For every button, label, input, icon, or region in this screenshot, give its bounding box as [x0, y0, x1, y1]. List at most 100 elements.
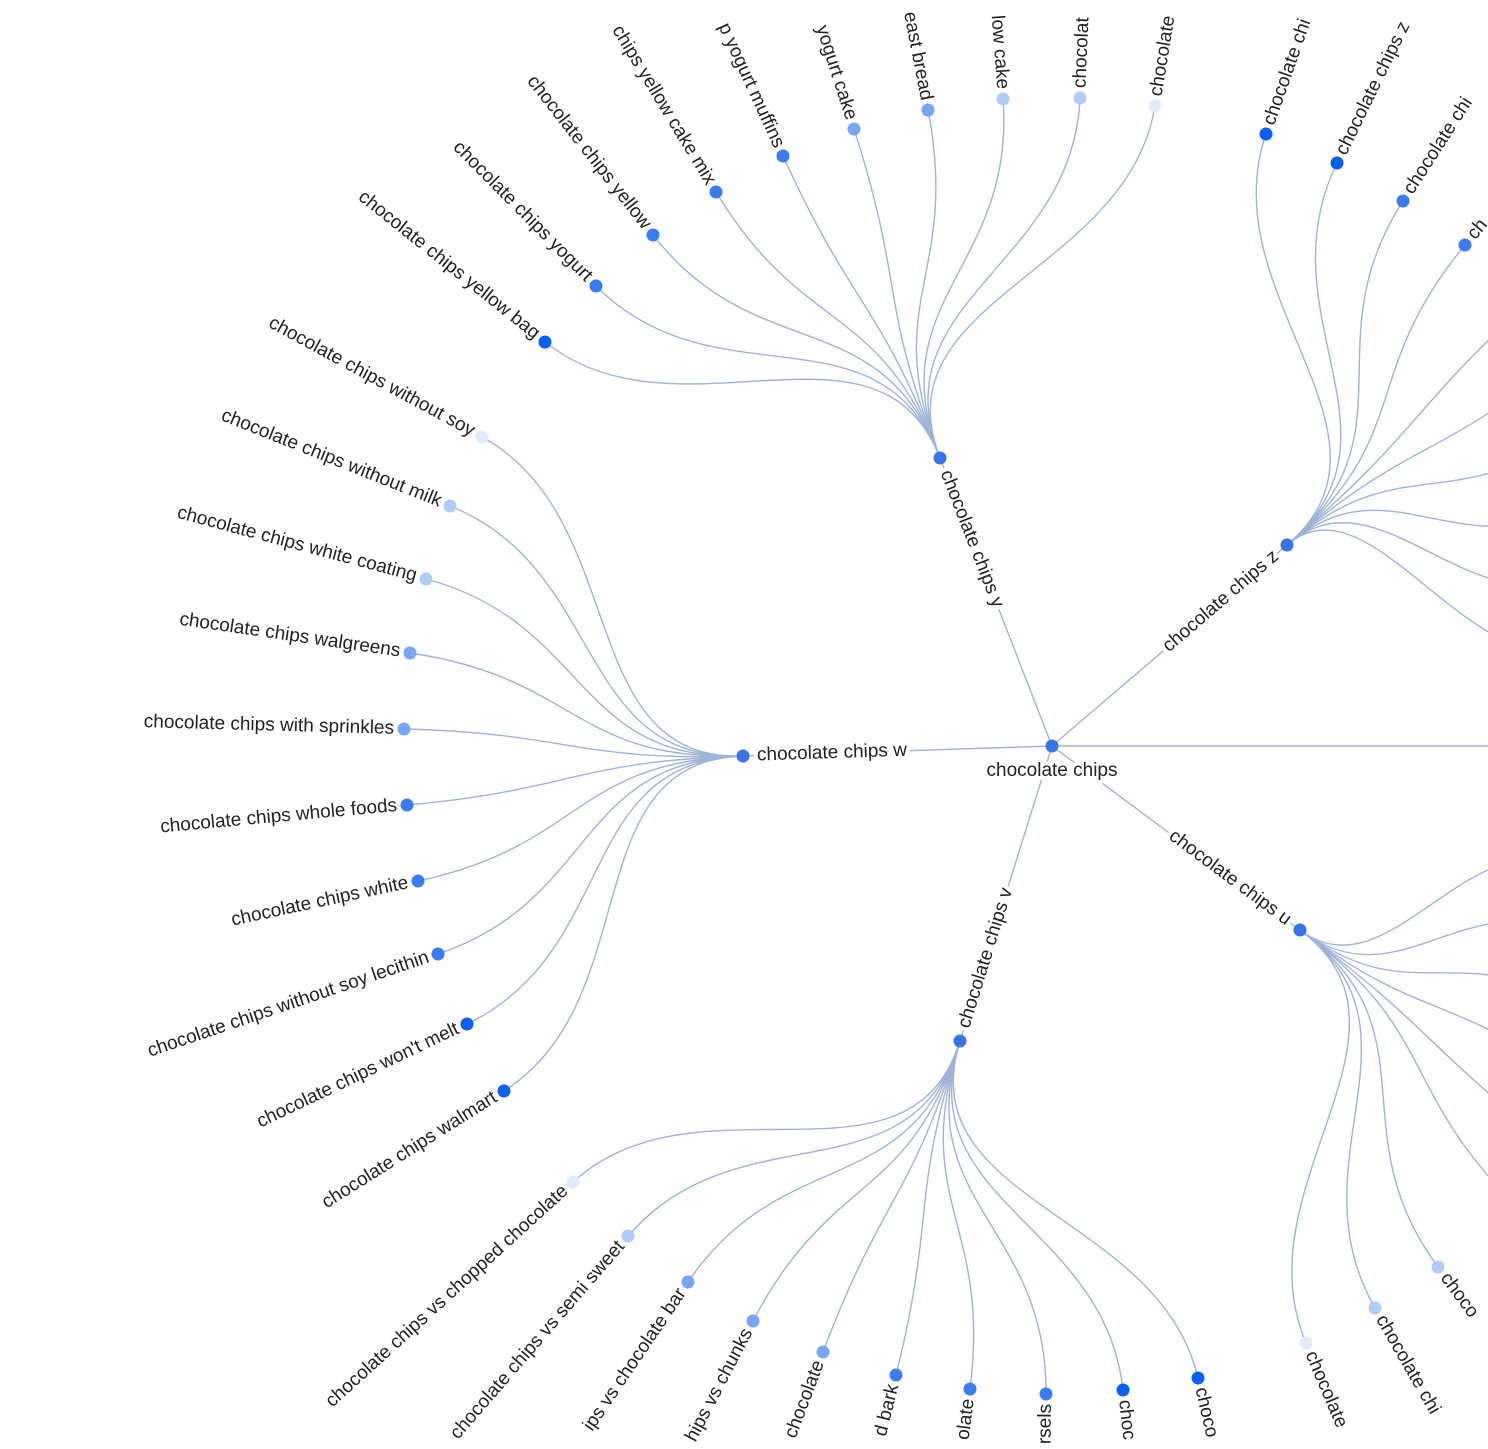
- leaf-link: [923, 98, 1005, 459]
- leaf-label: choco: [1436, 1268, 1483, 1321]
- leaf-label: choco: [1190, 1385, 1222, 1439]
- leaf-label: low cake: [987, 14, 1014, 89]
- leaf-link: [1299, 929, 1439, 1268]
- leaf-node: [709, 185, 723, 199]
- leaf-node: [1191, 1371, 1205, 1385]
- leaf-link: [895, 1040, 961, 1376]
- leaf-label: east bread: [899, 10, 937, 102]
- leaf-link: [929, 105, 1156, 459]
- leaf-node: [646, 228, 660, 242]
- leaf-node: [397, 722, 411, 736]
- leaf-label: chocolate chips without milk: [218, 405, 445, 512]
- leaf-link: [948, 1040, 1047, 1395]
- leaf-link: [782, 155, 941, 459]
- leaf-link: [1286, 244, 1466, 546]
- leaf-node: [1431, 1260, 1445, 1274]
- leaf-link: [1299, 869, 1488, 946]
- leaf-node: [621, 1229, 635, 1243]
- leaf-label: ips vs chocolate bar: [579, 1284, 691, 1435]
- leaf-link: [425, 578, 744, 757]
- leaf-link: [449, 505, 744, 757]
- leaf-node: [1073, 91, 1087, 105]
- leaf-link: [752, 1040, 961, 1322]
- leaf-label: chocolate chips with sprinkles: [144, 711, 395, 739]
- leaf-link: [1286, 509, 1488, 546]
- leaf-link: [951, 1040, 1124, 1391]
- leaf-link: [1286, 412, 1488, 546]
- leaf-link: [822, 1040, 961, 1353]
- leaf-node: [566, 1175, 580, 1189]
- leaf-node: [1330, 156, 1344, 170]
- leaf-label: d bark: [870, 1382, 903, 1439]
- branch-link: [959, 745, 1053, 1042]
- leaf-node: [431, 947, 445, 961]
- leaf-link: [1299, 929, 1488, 1094]
- leaf-link: [1299, 929, 1376, 1309]
- leaf-link: [952, 1040, 1199, 1379]
- leaf-label: p yogurt muffins: [714, 20, 789, 151]
- leaf-link: [915, 109, 941, 459]
- leaf-link: [409, 652, 744, 757]
- leaf-label: choc: [1114, 1399, 1139, 1441]
- branch-label: chocolate chips w: [757, 740, 908, 766]
- leaf-label: chocolate chips without soy lecithin: [145, 947, 432, 1062]
- leaf-label: chocolate chips walmart: [318, 1087, 501, 1213]
- leaf-node: [816, 1345, 830, 1359]
- leaf-node: [443, 499, 457, 513]
- leaf-label: chocolate chips walgreens: [178, 609, 402, 662]
- leaf-label: chocolat: [1069, 16, 1093, 88]
- root-node: [1045, 739, 1059, 753]
- leaf-link: [1286, 472, 1488, 546]
- leaf-node: [1039, 1387, 1053, 1401]
- leaf-link: [942, 1040, 975, 1390]
- branch-link: [1051, 745, 1301, 931]
- leaf-label: chocolate chips white: [229, 872, 410, 930]
- branch-label: chocolate chips z: [1158, 546, 1282, 657]
- leaf-label: yogurt cake: [811, 23, 861, 123]
- leaf-link: [853, 128, 941, 459]
- branch-label: chocolate chips y: [936, 467, 1009, 611]
- leaf-link: [627, 1040, 961, 1237]
- branch-link: [939, 457, 1053, 747]
- leaf-node: [1396, 194, 1410, 208]
- leaf-link: [403, 728, 744, 758]
- branch-node: [736, 749, 750, 763]
- leaf-link: [652, 234, 941, 459]
- leaf-label: chocolate: [1146, 14, 1180, 98]
- branch-node: [1280, 538, 1294, 552]
- leaf-node: [475, 430, 489, 444]
- leaf-node: [400, 798, 414, 812]
- leaf-label: chocolate: [1301, 1348, 1352, 1431]
- leaf-label: olate: [953, 1398, 979, 1442]
- leaf-node: [1116, 1383, 1130, 1397]
- leaf-label: chocolate chips whole foods: [159, 795, 398, 838]
- leaf-link: [1286, 162, 1342, 546]
- leaf-link: [466, 755, 744, 1025]
- leaf-node: [460, 1017, 474, 1031]
- leaf-node: [497, 1084, 511, 1098]
- leaf-link: [1299, 929, 1488, 1177]
- leaf-link: [687, 1040, 961, 1283]
- branch-label: chocolate chips v: [954, 885, 1018, 1031]
- leaf-node: [1259, 127, 1273, 141]
- leaf-link: [503, 755, 744, 1092]
- leaf-link: [1286, 339, 1488, 546]
- leaf-link: [1286, 522, 1488, 579]
- leaf-link: [544, 341, 941, 459]
- branch-link: [742, 745, 1053, 757]
- leaf-link: [1255, 133, 1331, 546]
- leaf-node: [1458, 238, 1472, 252]
- leaf-label: chocolate chi: [1259, 16, 1315, 128]
- leaf-node: [589, 279, 603, 293]
- leaf-label: chocolate chi: [1371, 1311, 1444, 1418]
- leaf-node: [419, 572, 433, 586]
- leaf-link: [1299, 929, 1488, 976]
- leaf-link: [1291, 929, 1351, 1344]
- leaf-node: [1368, 1301, 1382, 1315]
- leaf-link: [481, 436, 744, 757]
- leaf-label: chocolate chips vs chopped chocolate: [322, 1181, 573, 1412]
- leaf-label: hips vs chunks: [681, 1325, 757, 1445]
- root-label: chocolate chips: [987, 760, 1118, 781]
- leaf-node: [963, 1382, 977, 1396]
